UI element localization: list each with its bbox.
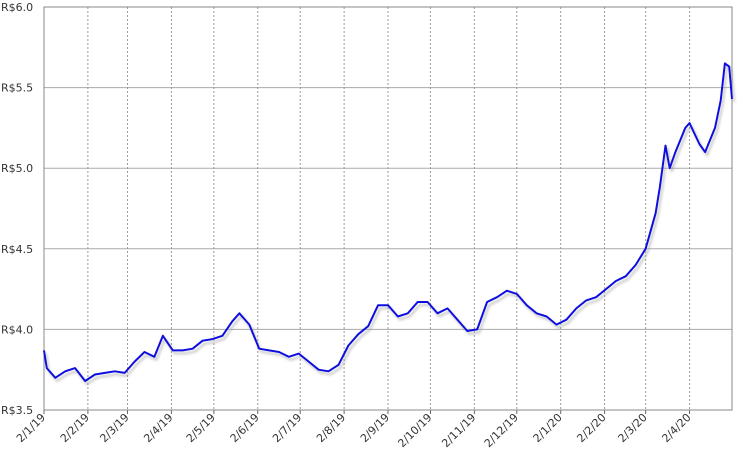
- price-line: [43, 62, 733, 382]
- x-tick-label: 2/11/19: [439, 411, 478, 450]
- y-tick-label: R$5.5: [1, 82, 33, 95]
- x-tick-label: 2/2/19: [58, 411, 92, 445]
- y-tick-label: R$3.5: [1, 404, 33, 417]
- y-tick-label: R$5.0: [1, 162, 33, 175]
- x-tick-label: 2/10/19: [395, 411, 434, 450]
- y-tick-label: R$4.5: [1, 243, 33, 256]
- x-tick-label: 2/1/20: [531, 411, 565, 445]
- x-tick-label: 2/6/19: [228, 411, 262, 445]
- x-tick-label: 2/4/19: [141, 411, 175, 445]
- x-tick-label: 2/12/19: [482, 411, 521, 450]
- x-tick-label: 2/2/20: [574, 411, 608, 445]
- x-tick-label: 2/4/20: [659, 411, 693, 445]
- x-tick-label: 2/3/20: [616, 411, 650, 445]
- x-tick-label: 2/8/19: [314, 411, 348, 445]
- y-tick-label: R$6.0: [1, 1, 33, 14]
- plot-frame: [43, 6, 733, 411]
- x-tick-label: 2/5/19: [184, 411, 218, 445]
- x-tick-label: 2/3/19: [97, 411, 131, 445]
- x-tick-label: 2/9/19: [358, 411, 392, 445]
- y-tick-label: R$4.0: [1, 323, 33, 336]
- x-tick-label: 2/7/19: [270, 411, 304, 445]
